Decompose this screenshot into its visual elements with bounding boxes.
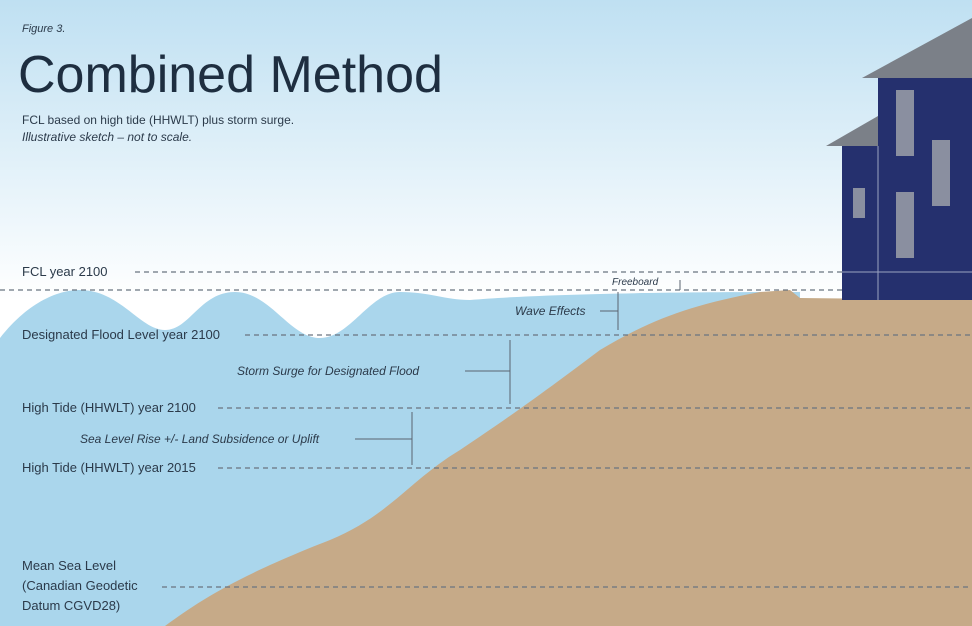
level-label: (Canadian Geodetic xyxy=(22,578,138,593)
annotation: Storm Surge for Designated Flood xyxy=(237,364,419,378)
annotation-line xyxy=(465,340,511,404)
ground xyxy=(165,290,972,626)
title: Combined Method xyxy=(18,46,443,104)
level-label: High Tide (HHWLT) year 2015 xyxy=(22,460,196,475)
subtitle: FCL based on high tide (HHWLT) plus stor… xyxy=(22,113,294,127)
level-label: FCL year 2100 xyxy=(22,264,108,279)
annotation: Sea Level Rise +/- Land Subsidence or Up… xyxy=(80,432,320,446)
level-label: High Tide (HHWLT) year 2100 xyxy=(22,400,196,415)
house xyxy=(826,18,972,300)
level-label: Datum CGVD28) xyxy=(22,598,120,613)
annotation-line xyxy=(600,292,619,330)
level-label: Designated Flood Level year 2100 xyxy=(22,327,220,342)
annotation: Wave Effects xyxy=(515,304,585,318)
annotation-line xyxy=(355,412,413,465)
sky xyxy=(0,0,972,300)
annotation: Freeboard xyxy=(612,277,659,288)
figure-label: Figure 3. xyxy=(22,23,65,35)
level-label: Mean Sea Level xyxy=(22,558,116,573)
subtitle: Illustrative sketch – not to scale. xyxy=(22,130,192,144)
